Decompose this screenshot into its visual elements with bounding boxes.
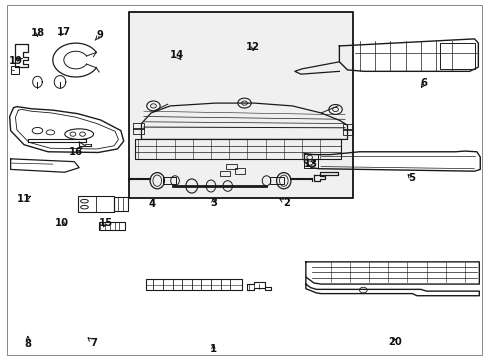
Text: 14: 14: [169, 50, 183, 60]
Bar: [226, 164, 236, 170]
Text: 13: 13: [303, 159, 317, 169]
Text: 10: 10: [54, 218, 68, 228]
Text: 17: 17: [56, 27, 70, 37]
Bar: [133, 123, 143, 129]
Bar: [342, 129, 352, 135]
Bar: [270, 177, 283, 184]
Bar: [219, 171, 230, 176]
Text: 2: 2: [283, 198, 289, 208]
Text: 5: 5: [407, 173, 414, 183]
Bar: [135, 139, 341, 159]
Text: 19: 19: [8, 56, 22, 66]
Text: 4: 4: [149, 199, 156, 209]
Bar: [78, 195, 113, 212]
Text: 1: 1: [209, 345, 217, 354]
Bar: [439, 43, 473, 68]
Bar: [163, 177, 176, 184]
Bar: [113, 197, 128, 211]
Bar: [146, 279, 242, 290]
Text: 20: 20: [388, 337, 402, 347]
Bar: [234, 168, 245, 174]
Text: 12: 12: [245, 42, 260, 51]
Text: 7: 7: [90, 338, 97, 348]
Text: 9: 9: [96, 30, 103, 40]
Bar: [304, 153, 317, 168]
Bar: [133, 129, 143, 134]
Text: 3: 3: [209, 198, 216, 208]
Text: 11: 11: [17, 194, 31, 204]
Text: 8: 8: [24, 339, 31, 349]
Bar: [342, 124, 352, 130]
Text: 15: 15: [98, 218, 112, 228]
Bar: [128, 13, 352, 198]
Text: 16: 16: [69, 147, 82, 157]
Bar: [99, 222, 125, 230]
Text: 6: 6: [420, 78, 427, 88]
Text: 18: 18: [30, 27, 44, 37]
Bar: [11, 66, 19, 74]
